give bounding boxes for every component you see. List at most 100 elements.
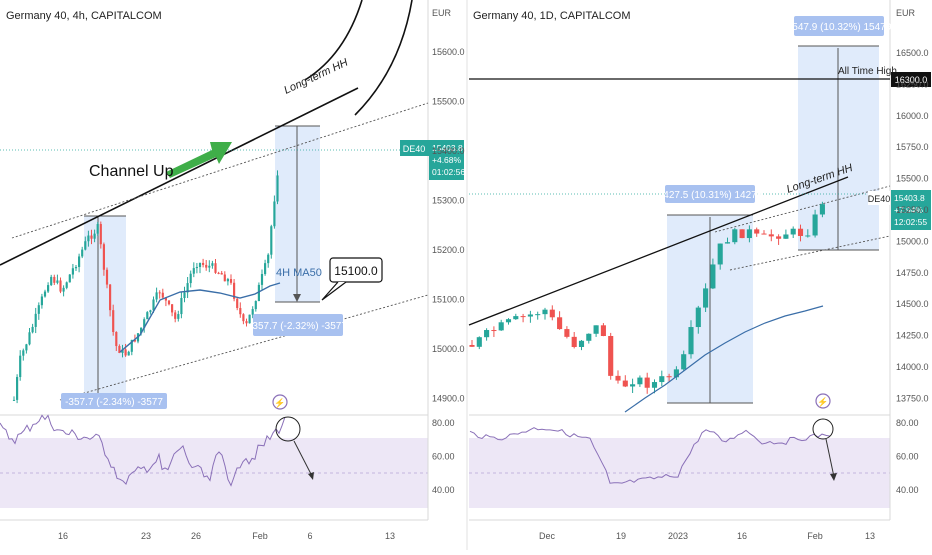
right-lightning-glyph: ⚡ — [817, 396, 828, 408]
candle-body — [476, 337, 482, 347]
candle-body — [180, 298, 183, 315]
left-price-value: 15403.8 — [432, 143, 463, 153]
left-rsi-band — [0, 438, 428, 508]
left-plot-area — [0, 0, 428, 415]
candle-body — [47, 285, 50, 292]
candle-body — [223, 274, 226, 282]
axis-tick-label: 14500.0 — [896, 299, 929, 309]
axis-tick-label: 15000.0 — [432, 344, 465, 354]
left-channel-top — [11, 102, 429, 239]
candle-body — [177, 314, 180, 319]
candle-body — [717, 243, 723, 265]
candle-body — [746, 229, 752, 239]
candle-body — [264, 263, 267, 275]
candle-body — [19, 355, 22, 378]
candle-body — [31, 326, 34, 333]
candle-body — [195, 266, 198, 269]
axis-tick-label: 15250.0 — [896, 205, 929, 215]
left-drop-label-box-1 — [61, 393, 167, 409]
right-price-value: 15403.8 — [894, 193, 925, 203]
candle-body — [586, 333, 592, 341]
candle-body — [167, 300, 171, 305]
left-drop-label-1: -357.7 (-2.34%) -3577 — [65, 397, 163, 408]
right-ma-line — [624, 305, 824, 413]
candle-body — [202, 262, 205, 265]
candle-body — [615, 375, 621, 381]
axis-tick-label: Feb — [252, 531, 268, 541]
right-rsi-line — [469, 427, 831, 484]
right-chart-panel: ⚡ Germany 40, 1D, CAPITALCOM EUR Long-te… — [468, 0, 931, 541]
candle-body — [513, 316, 519, 320]
candle-body — [146, 312, 149, 320]
axis-tick-label: 15300.0 — [432, 196, 465, 206]
candle-body — [260, 274, 264, 285]
candle-body — [491, 330, 497, 332]
left-currency: EUR — [432, 8, 452, 18]
candle-body — [84, 241, 87, 250]
candle-body — [127, 351, 130, 356]
left-price-change: +4.68% — [432, 155, 462, 165]
right-ath-price-value: 16300.0 — [895, 75, 928, 85]
right-time-ticks: Dec 19 2023 16 Feb 13 — [539, 531, 875, 541]
right-symbol-text: DE40 — [868, 194, 891, 204]
axis-tick-label: 40.00 — [896, 485, 919, 495]
candle-body — [242, 314, 245, 322]
candle-body — [724, 242, 731, 244]
candle-body — [143, 319, 146, 328]
candle-body — [578, 340, 585, 348]
candle-body — [754, 229, 760, 234]
left-rsi-circle — [275, 416, 301, 442]
axis-tick-label: 2023 — [668, 531, 688, 541]
candle-body — [666, 376, 672, 378]
candle-body — [99, 224, 102, 245]
axis-tick-label: 80.00 — [896, 418, 919, 428]
left-time-ticks: 16 23 26 Feb 6 13 — [58, 531, 395, 541]
candle-body — [630, 384, 636, 387]
candle-body — [505, 319, 512, 323]
candle-body — [805, 235, 811, 237]
right-rsi-circle — [812, 418, 834, 440]
candle-body — [28, 332, 31, 345]
right-rise-label-2: 1547.9 (10.32%) 15479 — [787, 22, 892, 33]
candle-body — [171, 304, 174, 313]
left-lightning-glyph: ⚡ — [274, 397, 285, 409]
right-price-change: +7.94% — [894, 205, 924, 215]
candle-body — [651, 382, 658, 388]
candle-body — [130, 339, 133, 352]
candle-body — [109, 284, 112, 311]
candle-body — [790, 228, 796, 235]
candle-body — [644, 377, 650, 388]
left-chart-panel: ⚡ Germany 40, 4h, CAPITALCOM EUR Channel… — [0, 0, 465, 541]
candle-body — [40, 296, 43, 306]
axis-tick-label: 15600.0 — [432, 47, 465, 57]
axis-tick-label: 60.00 — [896, 452, 919, 462]
candle-body — [498, 322, 504, 331]
candle-body — [593, 325, 599, 334]
candle-body — [681, 354, 687, 370]
candle-body — [761, 233, 767, 235]
right-ath-price-tag — [891, 72, 931, 87]
candle-body — [192, 268, 195, 274]
candle-body — [557, 317, 563, 330]
left-rsi-arrowhead — [308, 472, 314, 480]
axis-tick-label: 15200.0 — [432, 245, 465, 255]
left-target-callout-tail — [321, 281, 347, 301]
candle-body — [189, 273, 192, 284]
candle-body — [74, 267, 78, 269]
candle-body — [659, 376, 665, 383]
candle-body — [205, 264, 208, 268]
candle-body — [198, 262, 202, 267]
candle-body — [34, 313, 37, 327]
left-parabolic-curve-2 — [354, 0, 413, 116]
candle-body — [87, 235, 90, 242]
right-currency: EUR — [896, 8, 916, 18]
candle-body — [164, 297, 167, 301]
candle-body — [739, 229, 745, 239]
candle-body — [703, 288, 709, 308]
candle-body — [211, 263, 214, 266]
candle-body — [59, 280, 62, 292]
candle-body — [233, 282, 236, 299]
left-rsi-arrow — [293, 440, 313, 477]
candle-body — [62, 287, 65, 292]
left-price-countdown: 01:02:56 — [432, 167, 465, 177]
